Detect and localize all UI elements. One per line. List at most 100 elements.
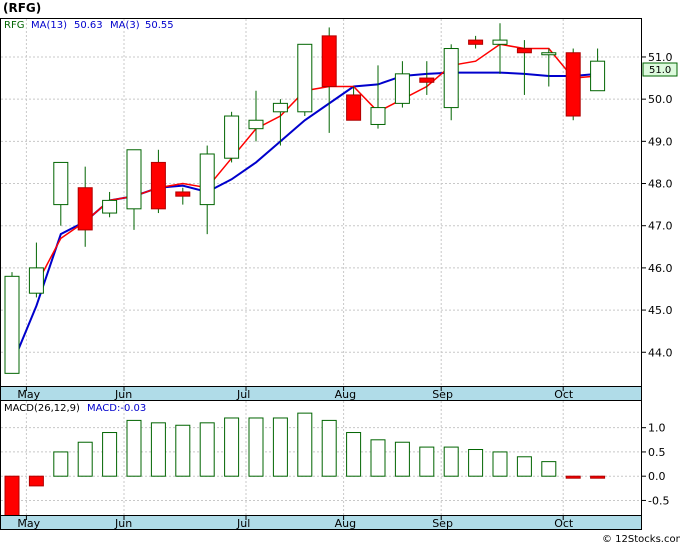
candle — [28, 242, 44, 298]
candle-body — [443, 48, 459, 109]
macd-bar — [443, 446, 459, 477]
candle-body — [541, 52, 557, 56]
candle — [346, 86, 362, 121]
candle — [4, 272, 20, 374]
macd-bar — [224, 417, 240, 477]
candle-body — [492, 39, 508, 45]
candle — [565, 48, 581, 121]
macd-bar — [150, 422, 166, 477]
price-y-tick-label: 45.0 — [648, 304, 673, 317]
candle-body — [590, 60, 606, 92]
candle-body — [394, 73, 410, 104]
macd-bars — [4, 412, 606, 523]
price-y-tick-label: 47.0 — [648, 220, 673, 233]
macd-month-label: May — [17, 517, 40, 530]
candle-body — [297, 43, 313, 113]
macd-y-tick-label: 0.0 — [648, 470, 666, 483]
price-month-label: Oct — [554, 388, 574, 401]
macd-month-label: Jun — [114, 517, 132, 530]
candle — [321, 27, 337, 133]
price-month-label: Jun — [114, 388, 132, 401]
candle — [102, 191, 118, 218]
macd-grid — [1, 401, 641, 515]
macd-bar — [126, 419, 142, 477]
candle-body — [565, 52, 581, 117]
last-price-box — [642, 62, 678, 77]
candle — [492, 23, 508, 74]
macd-panel — [0, 400, 642, 516]
candle-body — [248, 119, 264, 130]
price-month-label: May — [17, 388, 40, 401]
legend-ma13-label: MA(13) — [31, 20, 67, 31]
macd-legend-value: MACD:-0.03 — [87, 403, 146, 414]
legend-symbol: RFG — [4, 20, 24, 31]
macd-bar — [370, 439, 386, 477]
candle — [443, 44, 459, 121]
price-y-tick-label: 44.0 — [648, 346, 673, 359]
price-month-label: Sep — [432, 388, 453, 401]
macd-bar — [53, 451, 69, 477]
macd-bar — [541, 461, 557, 477]
price-y-tick-label: 49.0 — [648, 135, 673, 148]
candle — [516, 40, 532, 95]
price-month-labels: May Jun Jul Aug Sep Oct — [17, 386, 574, 401]
price-y-axis: 44.0 45.0 46.0 47.0 48.0 49.0 50.0 51.0 — [641, 51, 673, 359]
macd-bar — [394, 441, 410, 477]
candle-body — [224, 115, 240, 159]
candle — [150, 149, 166, 214]
candle-body — [468, 39, 484, 45]
macd-bar — [248, 417, 264, 477]
price-y-tick-label: 51.0 — [648, 51, 673, 64]
macd-bar — [77, 441, 93, 477]
candle-body — [419, 77, 435, 83]
price-grid — [1, 19, 641, 386]
candle — [53, 161, 69, 226]
candle — [297, 43, 313, 117]
macd-bar — [565, 475, 581, 479]
legend-ma13-value: 50.63 — [74, 20, 103, 31]
candle — [272, 99, 288, 146]
price-month-label: Aug — [335, 388, 356, 401]
candle-body — [102, 199, 118, 214]
macd-bar — [102, 432, 118, 477]
candle-body — [53, 161, 69, 206]
price-month-band — [0, 386, 642, 401]
candle-body — [4, 275, 20, 374]
candle-body — [516, 48, 532, 54]
candle-body — [321, 35, 337, 87]
candle — [175, 187, 191, 205]
candle-body — [150, 161, 166, 210]
price-month-label: Jul — [236, 388, 250, 401]
macd-y-axis: -0.5 0.0 0.5 1.0 — [641, 422, 669, 507]
candle — [590, 48, 606, 92]
candles — [4, 23, 606, 374]
macd-bar — [28, 475, 44, 487]
candle-body — [346, 94, 362, 121]
legend-ma3-value: 50.55 — [145, 20, 174, 31]
macd-bar — [175, 424, 191, 477]
macd-month-label: Sep — [432, 517, 453, 530]
price-y-tick-label: 50.0 — [648, 93, 673, 106]
candle — [468, 35, 484, 49]
candle-body — [77, 187, 93, 231]
macd-bar — [346, 432, 362, 477]
price-y-tick-label: 48.0 — [648, 178, 673, 191]
candle — [126, 149, 142, 230]
macd-bar — [492, 451, 508, 477]
candle — [419, 61, 435, 95]
macd-month-labels: May Jun Jul Aug Sep Oct — [17, 515, 574, 530]
macd-bar — [590, 475, 606, 479]
macd-bar — [516, 456, 532, 477]
chart-title: (RFG) — [3, 1, 41, 15]
candle — [199, 145, 215, 235]
macd-bar — [297, 412, 313, 477]
candle-body — [199, 153, 215, 206]
macd-bar — [419, 446, 435, 477]
macd-y-tick-label: -0.5 — [648, 494, 669, 507]
macd-month-label: Jul — [236, 517, 250, 530]
legend-ma3-label: MA(3) — [110, 20, 140, 31]
macd-bar — [468, 449, 484, 477]
price-y-tick-label: 46.0 — [648, 262, 673, 275]
macd-month-label: Aug — [335, 517, 356, 530]
